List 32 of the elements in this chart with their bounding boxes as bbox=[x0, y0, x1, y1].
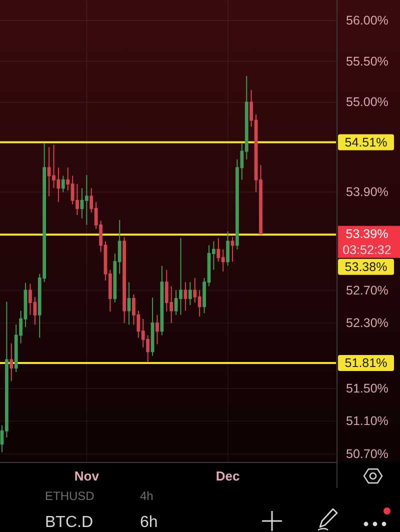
text: BTC.D bbox=[45, 514, 93, 531]
y-tick-label: 53.90% bbox=[346, 185, 388, 200]
candlestick bbox=[61, 175, 65, 193]
y-tick-label: 52.70% bbox=[346, 283, 388, 298]
ref-line-label: 54.51% bbox=[344, 135, 388, 150]
text: ETHUSD bbox=[45, 489, 95, 503]
candlestick bbox=[10, 342, 14, 382]
text: 03:52:32 bbox=[342, 242, 392, 257]
candlestick bbox=[184, 282, 188, 312]
text: 4h bbox=[140, 489, 154, 503]
y-tick-label: 56.00% bbox=[346, 13, 388, 28]
ref-line-label: 53.38% bbox=[344, 260, 388, 274]
y-tick-label: 50.70% bbox=[346, 446, 388, 461]
text: 6h bbox=[140, 514, 158, 531]
candlestick bbox=[84, 174, 88, 226]
y-tick-label: 51.10% bbox=[346, 414, 388, 428]
ref-line-label: 51.81% bbox=[344, 356, 388, 370]
candlestick bbox=[127, 282, 131, 326]
x-tick-label: Nov bbox=[74, 468, 100, 484]
candlestick bbox=[150, 297, 154, 356]
y-tick-label: 51.50% bbox=[346, 381, 388, 396]
candlestick bbox=[122, 236, 126, 324]
y-tick-label: 55.50% bbox=[346, 54, 388, 68]
text: 53.39% bbox=[346, 226, 388, 241]
x-tick-label: Dec bbox=[216, 468, 240, 484]
candlestick bbox=[156, 314, 159, 345]
candlestick bbox=[230, 236, 234, 262]
candlestick bbox=[160, 265, 164, 336]
y-tick-label: 52.30% bbox=[346, 316, 388, 330]
candlestick bbox=[226, 230, 230, 266]
y-tick-label: 55.00% bbox=[346, 95, 388, 110]
candlestick bbox=[188, 282, 192, 306]
